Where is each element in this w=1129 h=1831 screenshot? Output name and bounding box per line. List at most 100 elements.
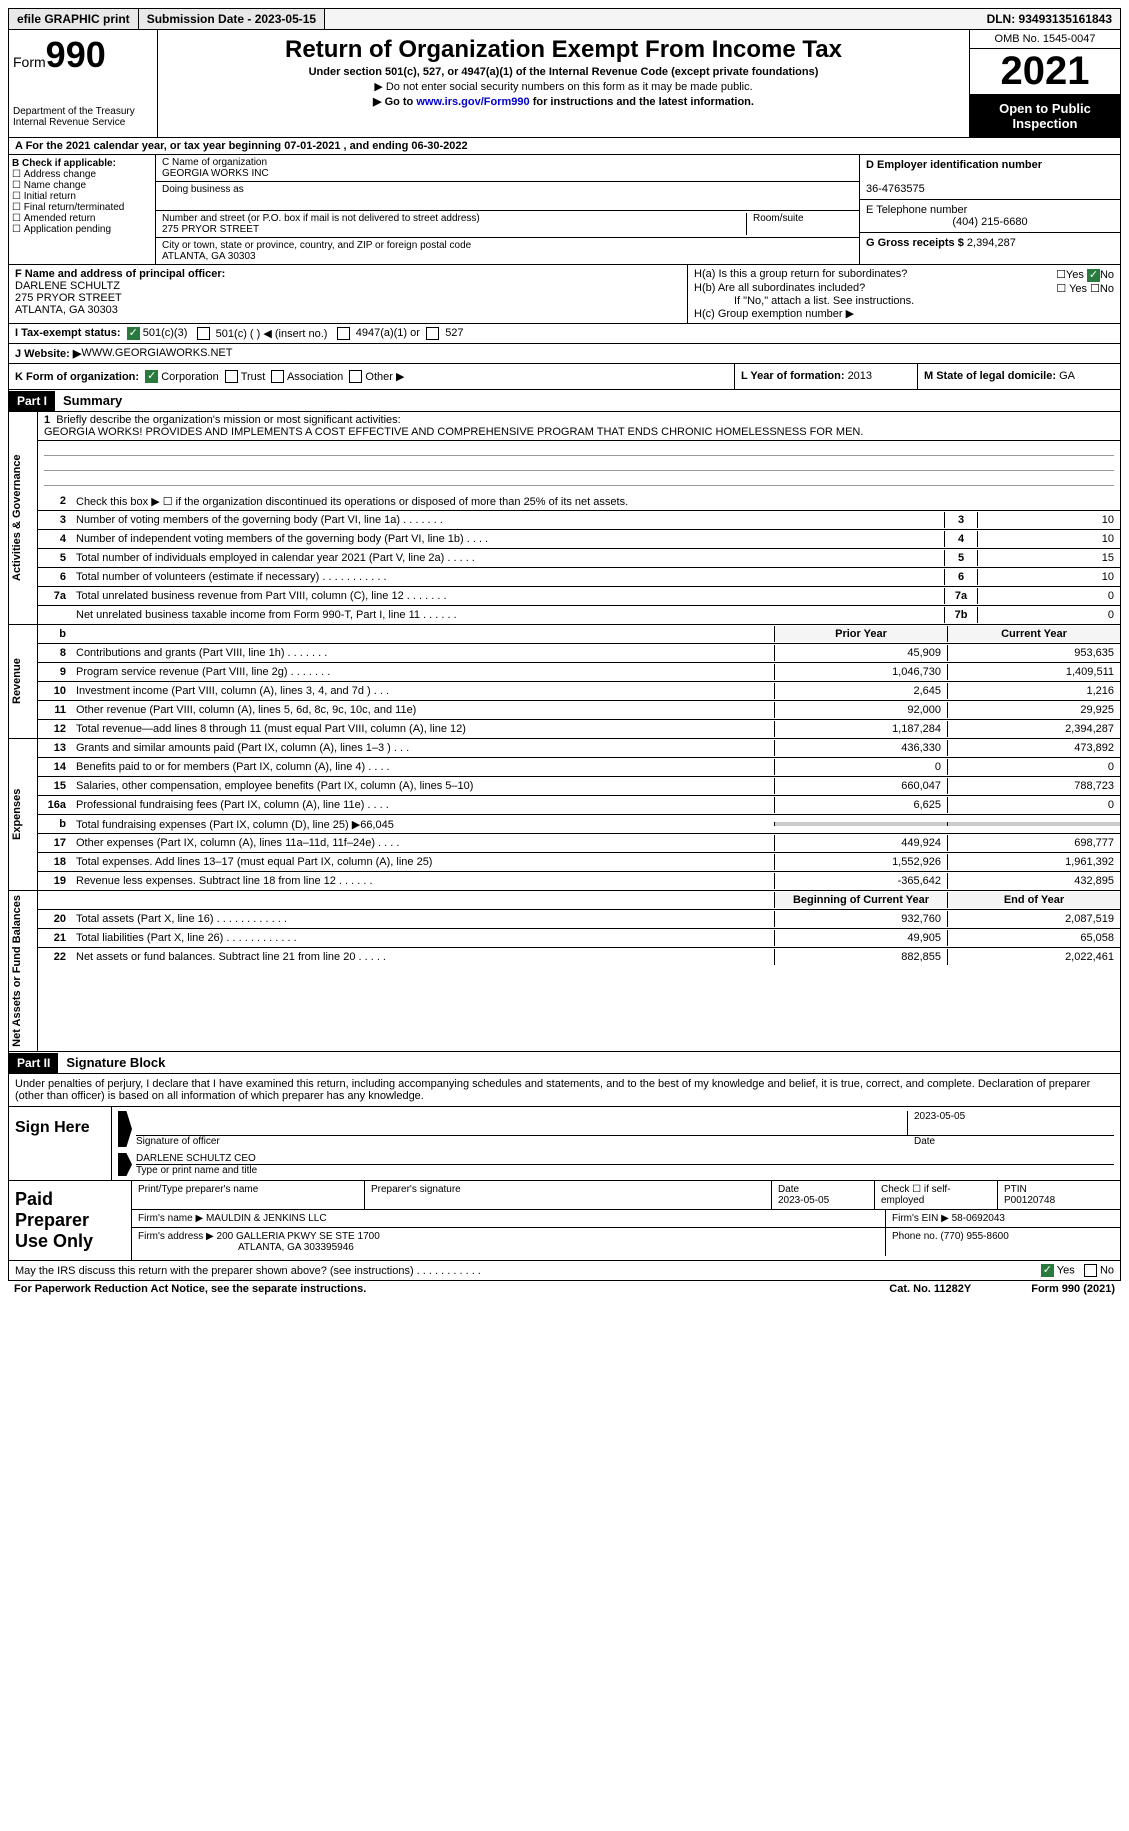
row-a-tax-year: A For the 2021 calendar year, or tax yea… [8,138,1121,155]
net-assets-section: Net Assets or Fund Balances Beginning of… [8,891,1121,1052]
firm-addr1: 200 GALLERIA PKWY SE STE 1700 [217,1231,380,1242]
website-url[interactable]: WWW.GEORGIAWORKS.NET [81,347,232,359]
table-row: 4Number of independent voting members of… [38,530,1120,549]
table-row: 13Grants and similar amounts paid (Part … [38,739,1120,758]
table-row: 7aTotal unrelated business revenue from … [38,587,1120,606]
expenses-section: Expenses 13Grants and similar amounts pa… [8,739,1121,891]
public-inspection: Open to Public Inspection [970,95,1120,137]
table-row: 5Total number of individuals employed in… [38,549,1120,568]
section-b-checkboxes: B Check if applicable: ☐ Address change … [9,155,156,264]
ha-answer: ☐Yes ✓No [1056,268,1114,282]
table-row: 3Number of voting members of the governi… [38,511,1120,530]
row-i-tax-status: I Tax-exempt status: ✓ 501(c)(3) 501(c) … [8,324,1121,344]
addr-label: Number and street (or P.O. box if mail i… [162,213,480,224]
sig-date: 2023-05-05 [907,1111,1114,1135]
officer-addr1: 275 PRYOR STREET [15,292,122,304]
mission-text: GEORGIA WORKS! PROVIDES AND IMPLEMENTS A… [44,426,863,438]
table-row: Net unrelated business taxable income fr… [38,606,1120,624]
hdr-begin-year: Beginning of Current Year [774,892,947,908]
table-row: 16aProfessional fundraising fees (Part I… [38,796,1120,815]
table-row: 8Contributions and grants (Part VIII, li… [38,644,1120,663]
tab-expenses: Expenses [9,739,38,890]
table-row: 11Other revenue (Part VIII, column (A), … [38,701,1120,720]
gross-receipts: 2,394,287 [967,237,1016,249]
form-number: Form990 [13,34,153,76]
print-name-label: Print/Type preparer's name [132,1181,365,1209]
hb-label: H(b) Are all subordinates included? [694,282,865,295]
org-name: GEORGIA WORKS INC [162,168,269,179]
form-subtitle: Under section 501(c), 527, or 4947(a)(1)… [162,66,965,78]
tab-net-assets: Net Assets or Fund Balances [9,891,38,1051]
firm-addr2: ATLANTA, GA 303395946 [138,1242,354,1253]
gross-receipts-label: G Gross receipts $ [866,237,967,249]
street-address: 275 PRYOR STREET [162,224,259,235]
hb-answer: ☐ Yes ☐No [1056,282,1114,295]
officer-addr2: ATLANTA, GA 30303 [15,304,118,316]
paid-preparer-label: Paid Preparer Use Only [9,1181,132,1260]
dln-number: DLN: 93493135161843 [979,9,1120,29]
hc-label: H(c) Group exemption number ▶ [694,307,1114,320]
table-row: 15Salaries, other compensation, employee… [38,777,1120,796]
table-row: 14Benefits paid to or for members (Part … [38,758,1120,777]
section-d-ein: D Employer identification number 36-4763… [860,155,1120,264]
phone-value: (404) 215-6680 [866,216,1114,228]
year-formation: 2013 [848,370,872,382]
irs-link[interactable]: www.irs.gov/Form990 [416,96,529,108]
table-row: 9Program service revenue (Part VIII, lin… [38,663,1120,682]
sig-officer-label: Signature of officer [136,1136,914,1147]
ptin-value: P00120748 [1004,1195,1055,1206]
line-2: Check this box ▶ ☐ if the organization d… [72,493,1120,510]
ein-value: 36-4763575 [866,183,925,195]
table-row: 20Total assets (Part X, line 16) . . . .… [38,910,1120,929]
org-name-label: C Name of organization [162,157,267,168]
table-row: 22Net assets or fund balances. Subtract … [38,948,1120,966]
efile-print-button[interactable]: efile GRAPHIC print [9,9,139,29]
sign-here-label: Sign Here [9,1107,112,1180]
officer-name: DARLENE SCHULTZ [15,280,120,292]
tab-revenue: Revenue [9,625,38,738]
table-row: 17Other expenses (Part IX, column (A), l… [38,834,1120,853]
ssn-warning: ▶ Do not enter social security numbers o… [162,80,965,93]
hdr-end-year: End of Year [947,892,1120,908]
table-row: 19Revenue less expenses. Subtract line 1… [38,872,1120,890]
top-bar: efile GRAPHIC print Submission Date - 20… [8,8,1121,30]
bottom-note: For Paperwork Reduction Act Notice, see … [8,1281,1121,1297]
ein-label: D Employer identification number [866,159,1042,171]
form-title: Return of Organization Exempt From Incom… [162,36,965,64]
firm-phone: (770) 955-8600 [940,1231,1008,1242]
table-row: 21Total liabilities (Part X, line 26) . … [38,929,1120,948]
discuss-row: May the IRS discuss this return with the… [8,1261,1121,1281]
checkbox-yes-icon: ✓ [1041,1264,1054,1277]
submission-date: Submission Date - 2023-05-15 [139,9,325,29]
officer-label: F Name and address of principal officer: [15,268,225,280]
declaration-text: Under penalties of perjury, I declare th… [9,1074,1120,1106]
dba-label: Doing business as [162,184,244,195]
type-name-label: Type or print name and title [136,1165,1114,1176]
tab-activities: Activities & Governance [9,412,38,624]
table-row: 6Total number of volunteers (estimate if… [38,568,1120,587]
part-2-header: Part II Signature Block [8,1052,1121,1074]
tax-year: 2021 [970,49,1120,95]
officer-name-title: DARLENE SCHULTZ CEO [136,1153,1114,1165]
part-1-header: Part I Summary [8,390,1121,412]
row-j-website: J Website: ▶ WWW.GEORGIAWORKS.NET [8,344,1121,364]
section-c-org-info: C Name of organization GEORGIA WORKS INC… [156,155,860,264]
ha-label: H(a) Is this a group return for subordin… [694,268,907,282]
form-header: Form990 Department of the Treasury Inter… [8,30,1121,138]
state-domicile: GA [1059,370,1075,382]
date-label: Date [914,1136,1114,1147]
room-suite-label: Room/suite [753,213,804,224]
dept-label: Department of the Treasury Internal Reve… [13,106,153,128]
phone-label: E Telephone number [866,204,967,216]
table-row: 18Total expenses. Add lines 13–17 (must … [38,853,1120,872]
hdr-prior-year: Prior Year [774,626,947,642]
instructions-link-line: ▶ Go to www.irs.gov/Form990 for instruct… [162,95,965,108]
firm-ein: 58-0692043 [952,1213,1005,1224]
form-ref: Form 990 (2021) [1031,1283,1115,1295]
arrow-icon [118,1111,132,1147]
self-employed-check[interactable]: Check ☐ if self-employed [875,1181,998,1209]
paid-preparer-block: Paid Preparer Use Only Print/Type prepar… [8,1181,1121,1261]
prep-date: 2023-05-05 [778,1195,829,1206]
arrow-icon [118,1153,132,1176]
signature-block: Under penalties of perjury, I declare th… [8,1074,1121,1181]
